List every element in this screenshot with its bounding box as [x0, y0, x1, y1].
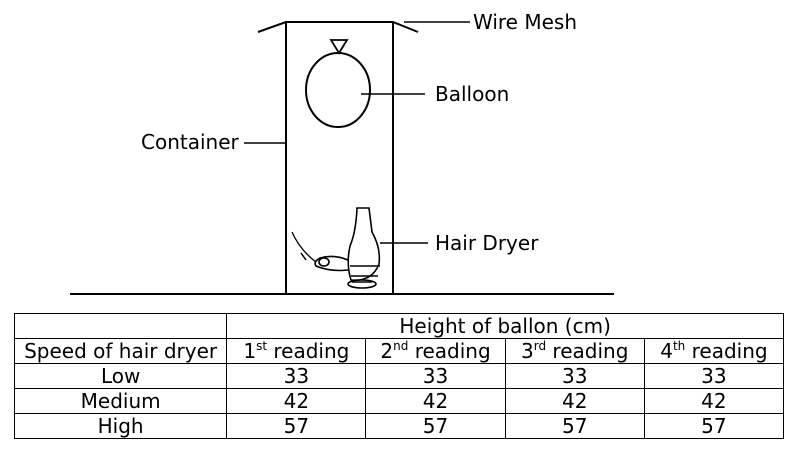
reading-header: 4th reading [643, 338, 785, 364]
value-cell: 33 [226, 363, 367, 389]
reading-header: 1st reading [226, 338, 367, 364]
balloon-knot [329, 39, 349, 55]
speed-cell: Medium [13, 388, 228, 414]
table-row: Low 33 33 33 33 [13, 363, 785, 389]
value-cell: 42 [643, 388, 785, 414]
table-row: Medium 42 42 42 42 [13, 388, 785, 414]
results-table: Height of ballon (cm) Speed of hair drye… [13, 313, 785, 439]
value-cell: 33 [504, 363, 645, 389]
speed-cell: High [13, 413, 228, 439]
value-cell: 57 [643, 413, 785, 439]
empty-corner-cell [13, 313, 228, 339]
value-cell: 42 [365, 388, 506, 414]
value-cell: 33 [643, 363, 785, 389]
hair-dryer-icon [291, 207, 381, 289]
height-group-header: Height of ballon (cm) [226, 313, 784, 339]
balloon-shape [305, 52, 371, 128]
container-label: Container [141, 130, 239, 154]
hair-dryer-label: Hair Dryer [435, 231, 539, 255]
speed-header: Speed of hair dryer [13, 338, 228, 364]
table-row: High 57 57 57 57 [13, 413, 785, 439]
table-subheader-row: Speed of hair dryer 1st reading 2nd read… [13, 338, 785, 364]
value-cell: 42 [226, 388, 367, 414]
reading-header: 2nd reading [365, 338, 506, 364]
value-cell: 57 [504, 413, 645, 439]
wire-mesh [257, 21, 419, 33]
table-header-row: Height of ballon (cm) [13, 313, 784, 339]
experiment-diagram [70, 21, 614, 295]
reading-header: 3rd reading [504, 338, 645, 364]
balloon-label: Balloon [435, 82, 510, 106]
value-cell: 57 [226, 413, 367, 439]
value-cell: 42 [504, 388, 645, 414]
wire-mesh-label: Wire Mesh [473, 10, 577, 34]
value-cell: 33 [365, 363, 506, 389]
value-cell: 57 [365, 413, 506, 439]
speed-cell: Low [13, 363, 228, 389]
